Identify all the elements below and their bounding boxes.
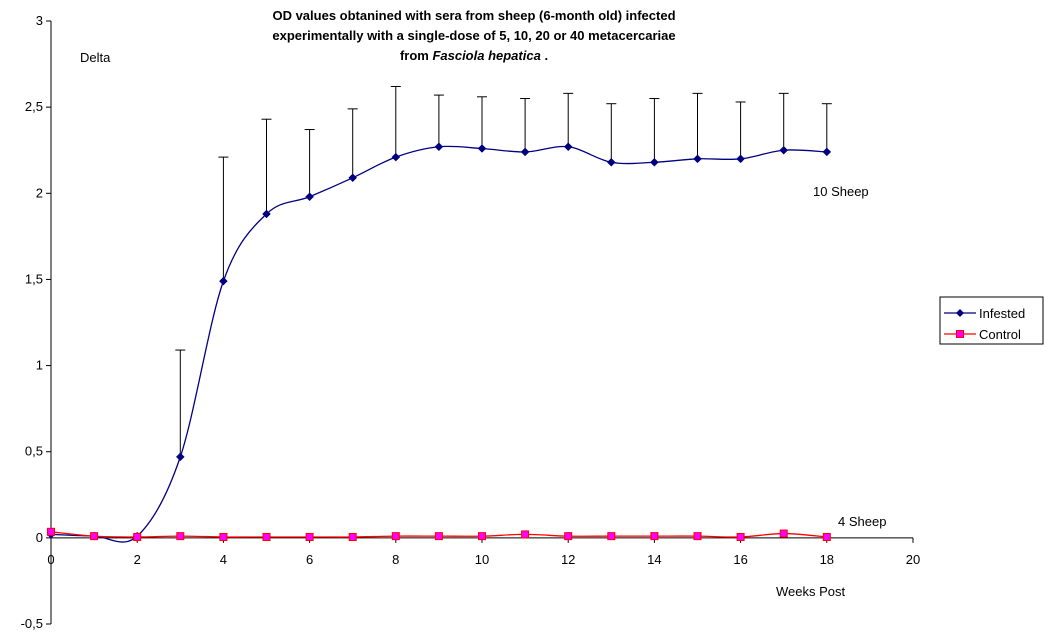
legend-marker-control [956,330,964,338]
x-tick-label: 14 [647,552,661,567]
infested-point [477,144,487,153]
y-tick-label: 0 [36,530,43,545]
y-tick-label: 2 [36,185,43,200]
y-tick-label: 3 [36,13,43,28]
x-tick-label: 2 [134,552,141,567]
x-tick-label: 16 [733,552,747,567]
chart-title-line3-suffix: . [541,48,548,63]
infested-point [305,192,314,202]
chart-title-line3: from Fasciola hepatica . [400,48,548,63]
infested-point [563,142,573,152]
x-tick-label: 18 [820,552,834,567]
control-point [693,532,702,541]
infested-point [650,157,659,167]
y-tick-label: 1,5 [25,271,43,286]
control-point [219,532,228,541]
infested-point [779,145,789,155]
infested-point [219,276,228,286]
x-tick-label: 20 [906,552,920,567]
infested-point [262,209,271,219]
x-tick-label: 12 [561,552,575,567]
control-point [348,532,357,541]
infested-series-line [50,145,827,543]
control-point [262,532,271,541]
chart-title-line3-italic: Fasciola hepatica [432,48,540,63]
y-tick-label: 0,5 [25,444,43,459]
infested-point [822,147,832,157]
control-point [90,532,99,541]
x-axis-label: Weeks Post [776,584,846,599]
control-point [133,532,142,541]
annotation-control-group: 4 Sheep [838,514,886,529]
y-axis-label: Delta [80,50,111,65]
infested-point [434,142,444,152]
chart-title-line3-prefix: from [400,48,433,63]
y-tick-label: 1 [36,358,43,373]
x-tick-label: 8 [392,552,399,567]
control-point [779,529,788,538]
control-point [47,527,55,536]
control-point [434,532,443,541]
annotation-infested-group: 10 Sheep [813,184,869,199]
chart-title-line1: OD values obtanined with sera from sheep… [272,8,675,23]
series-markers [46,142,832,541]
legend-marker-infested [956,309,964,317]
x-tick-label: 10 [475,552,489,567]
control-point [478,532,486,541]
control-point [607,532,616,541]
infested-point [175,452,185,462]
control-point [176,532,185,541]
control-point [305,532,314,541]
x-tick-label: 6 [306,552,313,567]
y-tick-label: 2,5 [25,99,43,114]
infested-point [606,157,616,167]
infested-point [520,147,530,157]
x-tick-labels: 0 2 4 6 8 10 12 14 16 18 20 [47,552,920,567]
legend: Infested Control [939,296,1044,345]
infested-point [348,173,358,183]
control-point [650,532,659,541]
infested-point [736,154,745,164]
x-tick-label: 4 [220,552,227,567]
chart-title-line2: experimentally with a single-dose of 5, … [272,28,675,43]
control-point [822,532,831,541]
legend-items: Infested Control [944,306,1025,342]
legend-label-infested: Infested [979,306,1025,321]
control-point [391,532,400,541]
y-tick-label: -0,5 [21,616,43,631]
error-bars [175,85,832,457]
y-tick-labels: -0,5 0 0,5 1 1,5 2 2,5 3 [21,13,43,631]
x-tick-label: 0 [47,552,54,567]
series-lines [50,145,827,543]
control-point [564,532,573,541]
infested-point [693,154,702,164]
legend-label-control: Control [979,327,1021,342]
infested-point [391,152,401,162]
control-point [521,530,530,539]
control-point [736,532,745,541]
